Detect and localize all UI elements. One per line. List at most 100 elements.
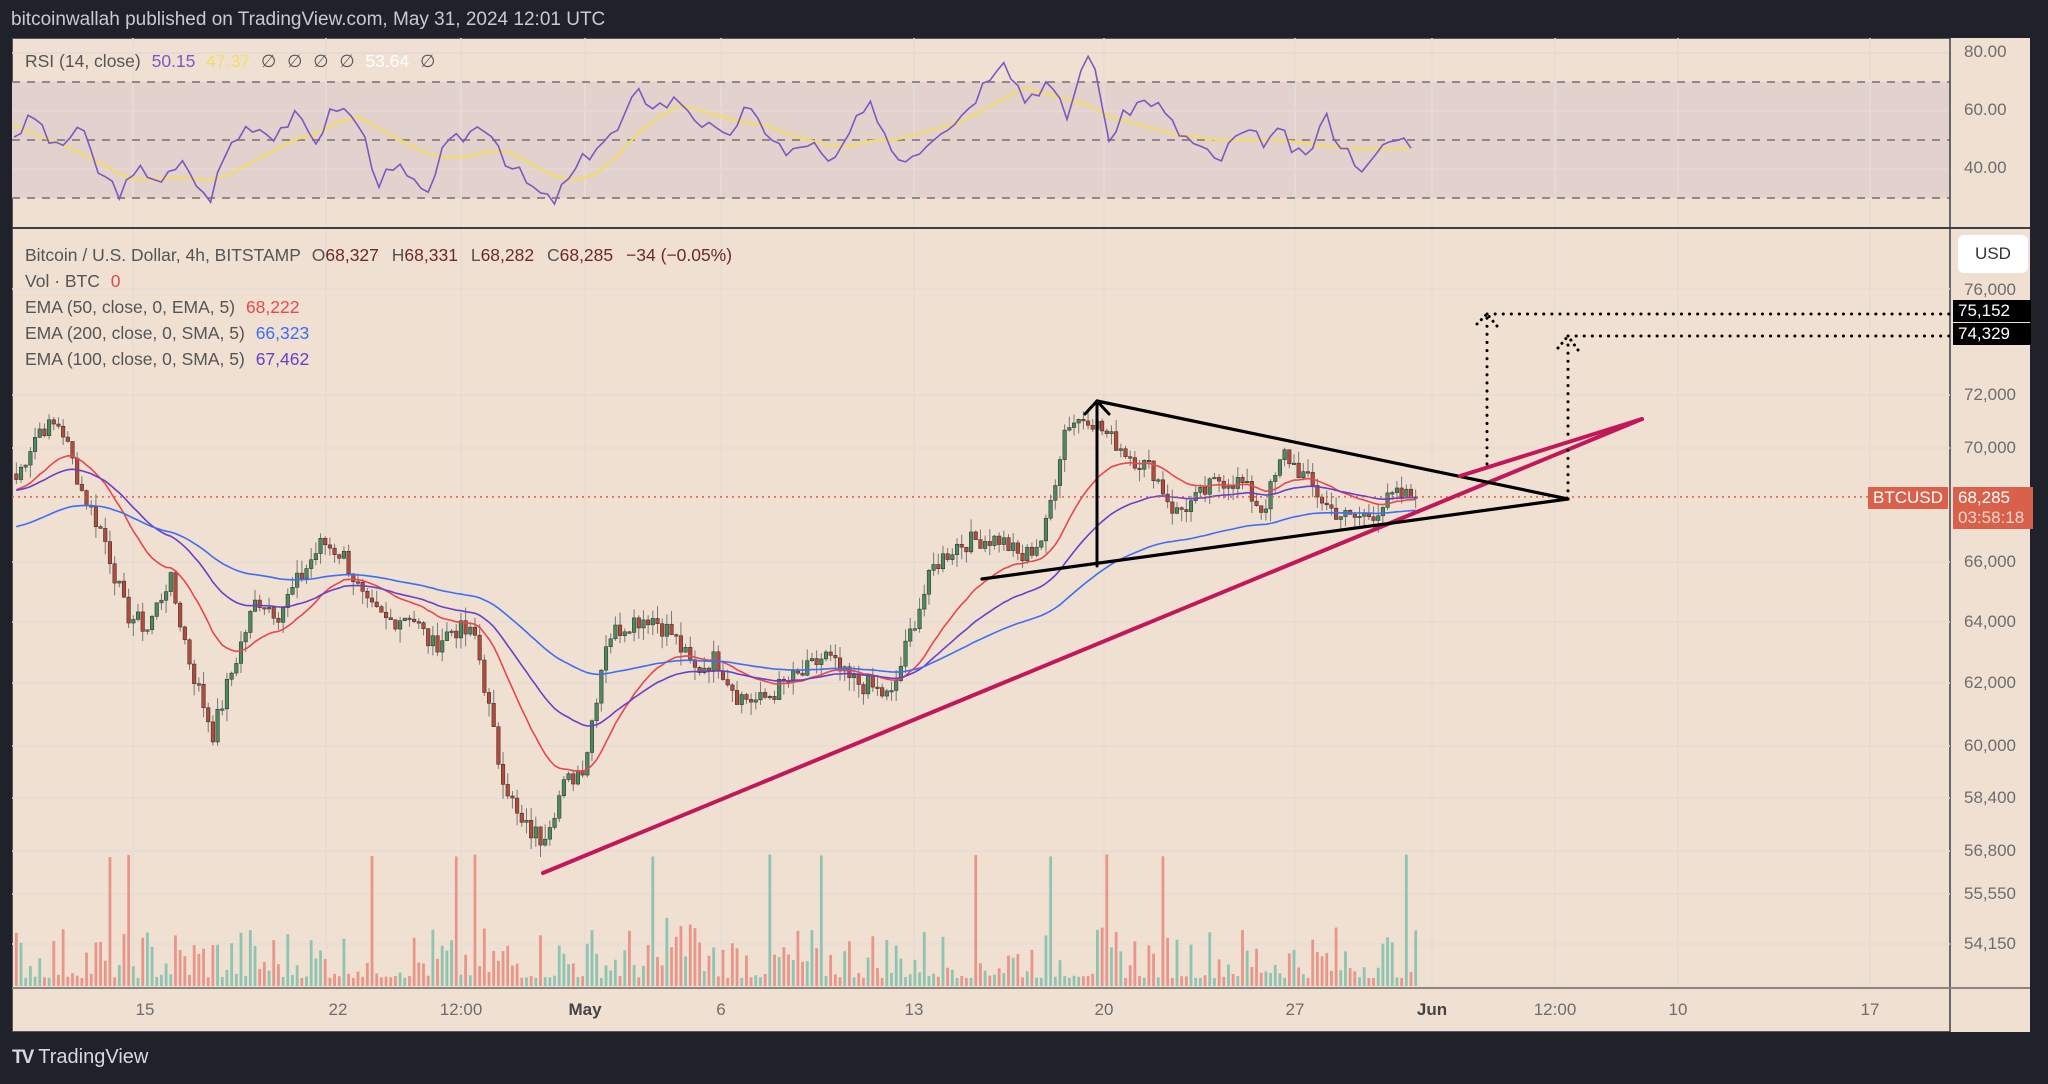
volume-bar xyxy=(1124,977,1127,986)
candle-down xyxy=(627,631,632,634)
price-axis-72000: 72,000 xyxy=(1964,385,2016,404)
candle-up xyxy=(238,641,244,664)
candle-down xyxy=(1015,542,1020,554)
candle-up xyxy=(524,820,529,823)
volume-bar xyxy=(103,960,107,986)
volume-bar xyxy=(721,949,725,986)
volume-bar xyxy=(838,977,842,986)
volume-bar xyxy=(862,977,865,986)
candle-down xyxy=(795,670,800,674)
volume-bar xyxy=(1011,957,1015,986)
candle-down xyxy=(374,601,379,607)
rsi-legend: RSI (14, close) 50.15 47.37 ∅ ∅ ∅ ∅ 53.6… xyxy=(25,51,441,72)
candle-up xyxy=(23,464,28,468)
volume-bar xyxy=(787,954,790,986)
candle-down xyxy=(196,683,201,686)
volume-bar xyxy=(1325,952,1329,986)
ema200-label[interactable]: EMA (200, close, 0, SMA, 5) xyxy=(25,323,245,343)
candle-up xyxy=(1001,537,1006,545)
candle-down xyxy=(1165,493,1170,503)
volume-bar xyxy=(684,956,687,986)
currency-button[interactable]: USD xyxy=(1958,235,2028,273)
candle-up xyxy=(1071,422,1077,428)
volume-bar xyxy=(57,974,60,986)
time-label-11: 17 xyxy=(1860,1000,1880,1019)
volume-bar xyxy=(1259,972,1263,986)
ohlc-open: O68,327 xyxy=(311,245,379,265)
candle-down xyxy=(276,617,281,623)
volume-bar xyxy=(1086,975,1090,986)
volume-bar xyxy=(520,977,524,986)
volume-bar xyxy=(904,977,907,986)
volume-bar xyxy=(389,977,393,986)
candle-down xyxy=(327,544,332,549)
candle-down xyxy=(697,667,702,673)
volume-bar xyxy=(230,943,234,986)
volume-bar xyxy=(745,955,748,986)
volume-bar xyxy=(950,969,954,986)
time-label-8: Jun xyxy=(1416,1000,1448,1019)
tradingview-logo[interactable]: TV TradingView xyxy=(12,1046,148,1069)
candle-down xyxy=(93,506,98,527)
chart-canvas[interactable] xyxy=(12,38,2030,1032)
candle-down xyxy=(1151,460,1156,482)
candle-up xyxy=(1226,486,1231,489)
volume-bar xyxy=(1344,951,1347,986)
candle-down xyxy=(1006,537,1011,551)
candle-down xyxy=(1287,449,1292,465)
candle-up xyxy=(285,594,290,608)
candle-down xyxy=(1100,420,1105,432)
candle-up xyxy=(290,587,295,595)
candle-down xyxy=(1090,425,1095,430)
candle-down xyxy=(828,651,833,656)
candle-down xyxy=(833,655,838,659)
tradingview-mark-icon: TV xyxy=(12,1046,34,1068)
volume-bar xyxy=(1105,854,1109,986)
volume-bar xyxy=(997,968,1001,986)
candle-down xyxy=(1249,481,1254,502)
volume-bar xyxy=(960,975,964,986)
ema100-label[interactable]: EMA (100, close, 0, SMA, 5) xyxy=(25,349,245,369)
volume-bar xyxy=(1390,942,1394,986)
volume-bar xyxy=(197,953,201,986)
candle-up xyxy=(1282,449,1287,460)
volume-bar xyxy=(847,941,851,986)
volume-bar xyxy=(1016,954,1020,986)
volume-bar xyxy=(286,934,290,986)
ema200-row: EMA (200, close, 0, SMA, 5) 66,323 xyxy=(25,320,738,346)
volume-label[interactable]: Vol · BTC xyxy=(25,271,100,291)
last-price: 68,285 xyxy=(1958,488,2010,507)
candle-down xyxy=(800,672,805,676)
volume-bar xyxy=(244,975,248,986)
ohlc-high: H68,331 xyxy=(391,245,458,265)
volume-bar xyxy=(716,976,720,986)
volume-bar xyxy=(1315,952,1319,986)
price-axis-66000: 66,000 xyxy=(1964,552,2016,571)
candle-up xyxy=(1118,448,1123,451)
candle-up xyxy=(852,674,857,678)
volume-bar xyxy=(1213,977,1216,986)
candle-up xyxy=(281,607,286,623)
chart-frame[interactable] xyxy=(12,38,2030,1032)
candle-down xyxy=(1123,448,1128,457)
candle-up xyxy=(1235,477,1240,489)
ema50-label[interactable]: EMA (50, close, 0, EMA, 5) xyxy=(25,297,236,317)
volume-bar xyxy=(370,855,374,986)
candle-up xyxy=(1291,462,1297,465)
volume-bar xyxy=(866,957,870,986)
candle-down xyxy=(182,626,187,641)
rsi-ma-value: 47.37 xyxy=(206,51,251,71)
candle-up xyxy=(922,593,927,610)
volume-bar xyxy=(749,977,753,986)
volume-bar xyxy=(1297,967,1301,986)
volume-bar xyxy=(52,941,56,986)
volume-bar xyxy=(548,977,552,986)
candle-up xyxy=(117,580,122,584)
volume-bar xyxy=(160,974,163,986)
volume-bar xyxy=(145,932,149,986)
volume-bar xyxy=(440,945,444,986)
volume-bar xyxy=(150,946,154,986)
volume-bar xyxy=(113,977,117,986)
candle-down xyxy=(1399,487,1404,498)
symbol-title[interactable]: Bitcoin / U.S. Dollar, 4h, BITSTAMP xyxy=(25,245,301,265)
